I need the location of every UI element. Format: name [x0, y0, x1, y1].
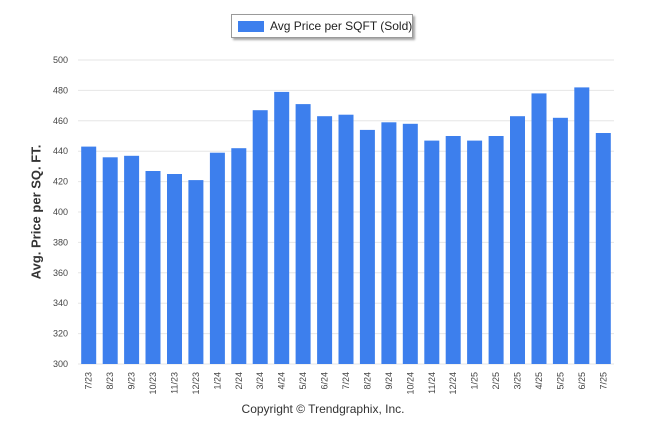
x-tick-label: 5/25 — [555, 372, 565, 390]
x-tick-label: 2/25 — [491, 372, 501, 390]
x-tick-label: 8/24 — [362, 372, 372, 390]
bars — [81, 87, 611, 365]
y-tick-label: 340 — [53, 298, 68, 308]
bar — [595, 133, 611, 364]
x-tick-label: 4/24 — [277, 372, 287, 390]
x-tick-label: 7/24 — [341, 372, 351, 390]
y-tick-label: 460 — [53, 116, 68, 126]
x-tick-label: 7/23 — [84, 372, 94, 390]
y-tick-label: 420 — [53, 177, 68, 187]
bar — [445, 136, 461, 364]
x-tick-label: 11/23 — [170, 372, 180, 394]
bar — [188, 180, 204, 364]
bar — [102, 157, 118, 364]
x-tick-label: 12/23 — [191, 372, 201, 395]
x-tick-label: 1/25 — [470, 372, 480, 390]
x-tick-label: 3/24 — [255, 372, 265, 390]
bar — [209, 152, 225, 364]
y-axis-label: Avg. Price per SQ. FT. — [28, 144, 44, 280]
bar — [81, 146, 97, 364]
bar — [231, 148, 247, 364]
bar — [381, 122, 397, 364]
bar — [552, 117, 568, 364]
x-tick-label: 7/25 — [598, 372, 608, 390]
x-tick-labels: 7/23 8/23 9/23 10/23 11/23 12/23 1/24 2/24 3/24 4… — [84, 372, 609, 395]
x-tick-label: 3/25 — [513, 372, 523, 390]
bar — [574, 87, 590, 365]
bar — [167, 174, 182, 364]
y-tick-label: 400 — [53, 207, 68, 217]
y-tick-label: 320 — [53, 329, 68, 339]
y-tick-labels: 300 320 340 360 380 400 420 440 460 480 500 — [53, 55, 68, 369]
bar — [274, 91, 290, 365]
bar — [510, 116, 525, 364]
bar — [124, 155, 140, 364]
bar — [467, 140, 483, 364]
x-tick-label: 5/24 — [298, 372, 308, 390]
legend-label: Avg Price per SQFT (Sold) — [270, 19, 413, 33]
copyright-text: Copyright © Trendgraphix, Inc. — [241, 402, 405, 416]
x-tick-label: 9/23 — [127, 372, 137, 390]
x-tick-label: 1/24 — [212, 372, 222, 390]
x-tick-label: 12/24 — [448, 372, 458, 395]
bar — [359, 129, 375, 364]
y-tick-label: 480 — [53, 85, 68, 95]
x-tick-label: 10/24 — [405, 372, 415, 395]
x-tick-label: 8/23 — [105, 372, 115, 390]
bar — [317, 116, 333, 364]
bar — [295, 104, 311, 364]
y-tick-label: 380 — [53, 237, 68, 247]
x-tick-label: 4/25 — [534, 372, 544, 390]
bar — [402, 123, 418, 364]
x-tick-label: 6/25 — [577, 372, 587, 390]
x-tick-label: 2/24 — [234, 372, 244, 390]
bar — [252, 110, 268, 364]
bar — [488, 136, 504, 364]
x-tick-label: 10/23 — [148, 372, 158, 395]
x-tick-label: 9/24 — [384, 372, 394, 390]
x-tick-label: 11/24 — [427, 372, 437, 394]
bar — [338, 114, 354, 364]
y-tick-label: 440 — [53, 146, 68, 156]
legend: Avg Price per SQFT (Sold) — [231, 14, 413, 38]
legend-swatch — [238, 21, 264, 32]
bar — [145, 171, 161, 364]
y-tick-label: 500 — [53, 55, 68, 65]
y-tick-label: 360 — [53, 268, 68, 278]
bar — [424, 140, 440, 364]
bar — [531, 93, 547, 365]
y-tick-label: 300 — [53, 359, 68, 369]
x-tick-label: 6/24 — [320, 372, 330, 390]
